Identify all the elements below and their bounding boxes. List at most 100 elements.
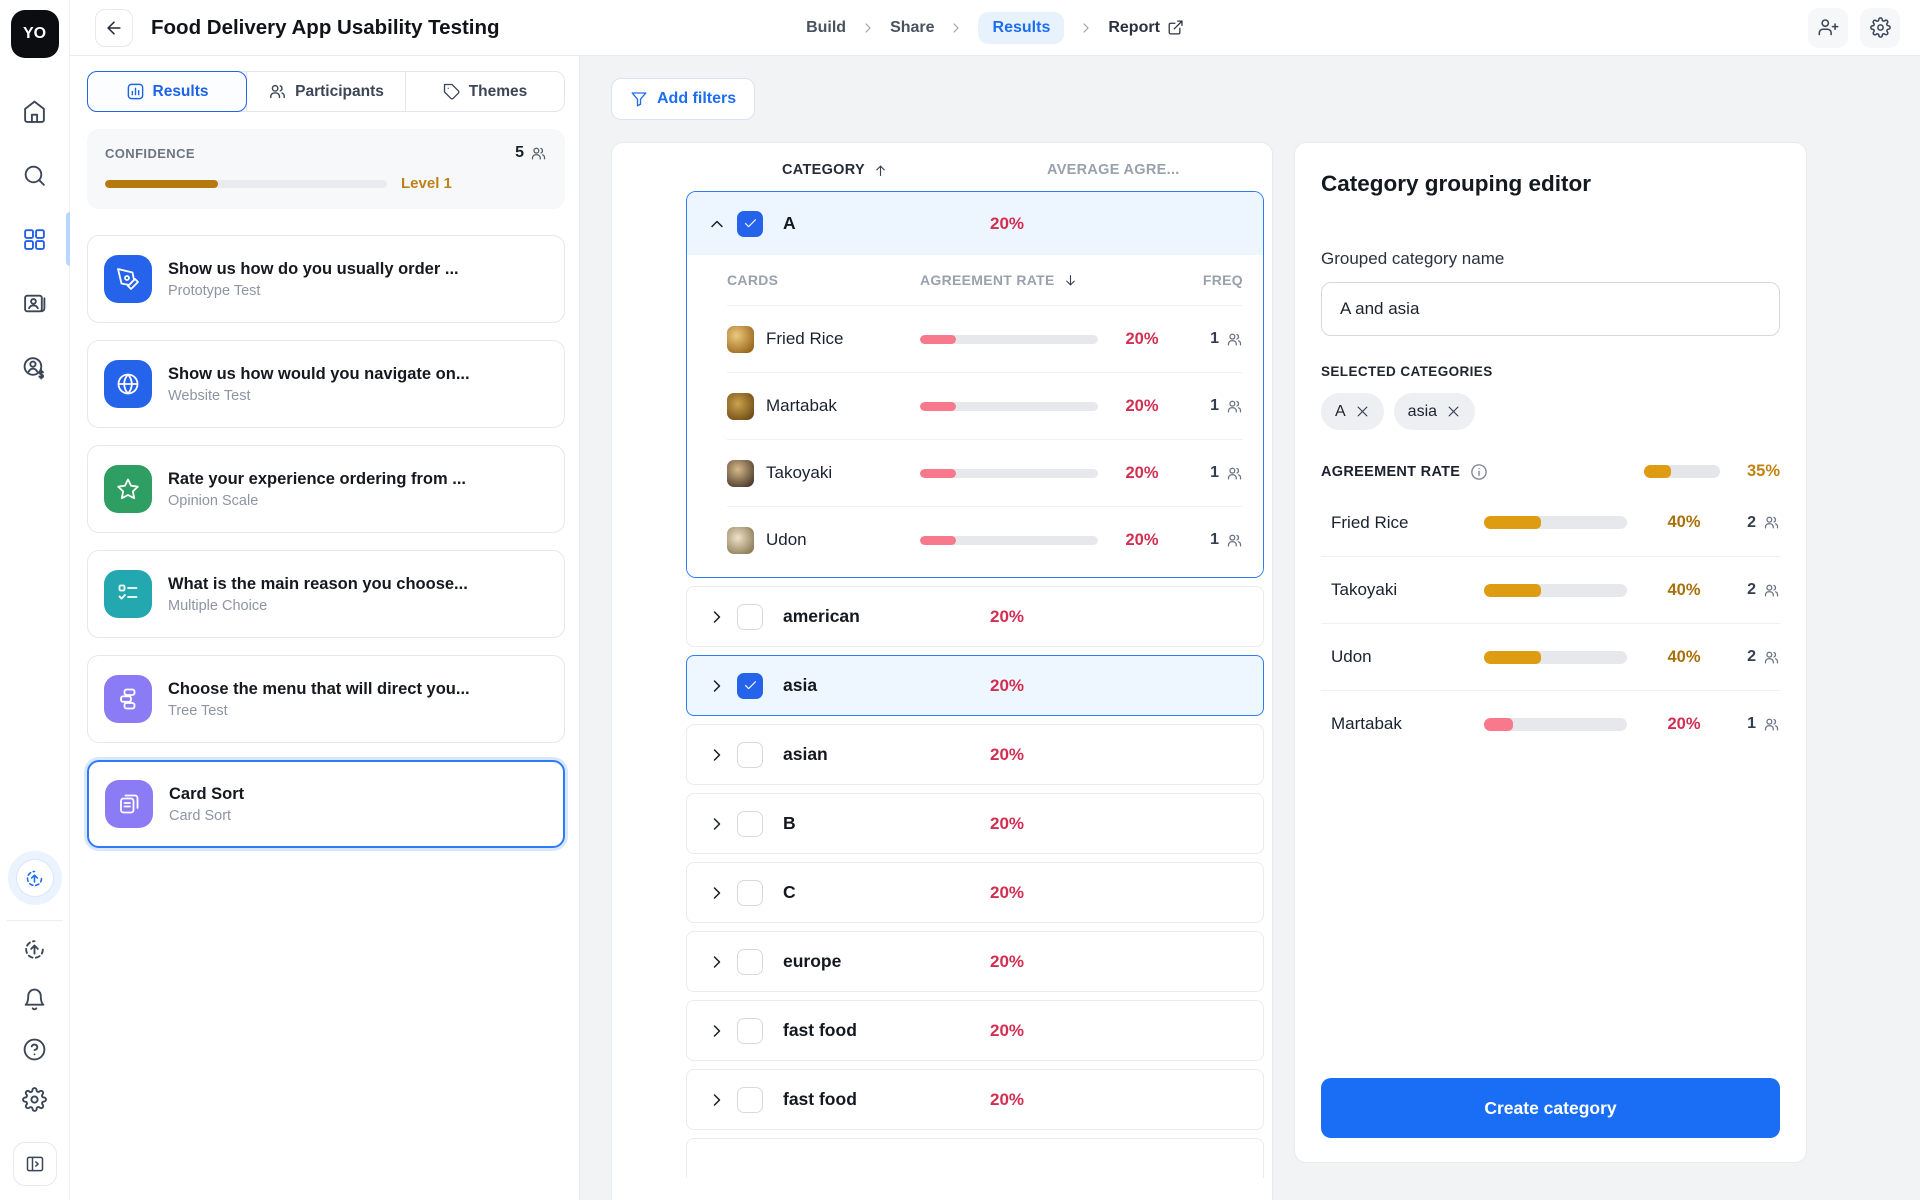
chip-label: asia <box>1407 402 1438 420</box>
checkbox-unchecked[interactable] <box>737 879 763 906</box>
card-name: Fried Rice <box>766 329 844 348</box>
breadcrumb-report[interactable]: Report <box>1108 19 1184 37</box>
category-name: asia <box>783 675 818 695</box>
chevron-right-icon[interactable] <box>707 814 737 834</box>
test-title: Rate your experience ordering from ... <box>168 469 466 488</box>
add-filters-button[interactable]: Add filters <box>611 78 756 120</box>
card-row[interactable]: Fried Rice 20% 1 <box>727 305 1243 372</box>
chevron-right-icon[interactable] <box>707 745 737 765</box>
test-card-card-sort[interactable]: Card Sort Card Sort <box>87 760 565 848</box>
category-name: B <box>783 813 796 833</box>
chip-a[interactable]: A <box>1321 393 1384 430</box>
back-button[interactable] <box>95 8 133 47</box>
left-panel: Results Participants Themes CONFIDENCE <box>70 56 580 1200</box>
test-card-opinion-scale[interactable]: Rate your experience ordering from ... O… <box>87 445 565 533</box>
card-row[interactable]: Udon 20% 1 <box>727 506 1243 573</box>
home-icon[interactable] <box>0 96 70 126</box>
card-rate: 20% <box>1125 329 1159 348</box>
topbar-actions <box>1808 7 1900 48</box>
chevron-right-icon[interactable] <box>707 952 737 972</box>
chevron-right-icon[interactable] <box>707 1021 737 1041</box>
tab-participants[interactable]: Participants <box>246 72 405 111</box>
create-category-button[interactable]: Create category <box>1321 1078 1780 1138</box>
people-icon <box>1227 534 1242 546</box>
card-name: Martabak <box>1331 714 1402 733</box>
card-row[interactable]: Martabak 20% 1 <box>727 372 1243 439</box>
category-avg-agreement: 20% <box>990 675 1025 695</box>
breadcrumb-results[interactable]: Results <box>978 11 1065 44</box>
chevron-right-icon[interactable] <box>707 676 737 696</box>
category-row-asian[interactable]: asian 20% <box>686 724 1264 785</box>
checkbox-unchecked[interactable] <box>737 603 763 630</box>
confidence-progress <box>105 179 387 188</box>
card-thumbnail <box>727 526 754 554</box>
workspace-avatar[interactable]: YO <box>10 10 59 58</box>
category-avg-agreement: 20% <box>990 813 1025 833</box>
test-card-tree-test[interactable]: Choose the menu that will direct you... … <box>87 655 565 743</box>
tab-results[interactable]: Results <box>87 71 247 112</box>
panel-earnings-icon[interactable] <box>0 352 70 382</box>
contact-card-icon[interactable] <box>0 288 70 318</box>
checkbox-unchecked[interactable] <box>737 810 763 837</box>
chevron-right-icon[interactable] <box>707 607 737 627</box>
tab-themes[interactable]: Themes <box>405 72 564 111</box>
rail-divider <box>6 920 63 921</box>
editor-title: Category grouping editor <box>1321 171 1591 196</box>
card-rate: 40% <box>1667 580 1701 599</box>
invite-user-button[interactable] <box>1808 7 1848 48</box>
test-title: Choose the menu that will direct you... <box>168 679 470 698</box>
category-row-american[interactable]: american 20% <box>686 586 1264 647</box>
chevron-up-icon[interactable] <box>707 214 737 234</box>
editor-card-row: Udon 40% 2 <box>1321 623 1780 690</box>
projects-grid-icon[interactable] <box>0 212 70 266</box>
checkbox-unchecked[interactable] <box>737 1086 763 1113</box>
category-row-europe[interactable]: europe 20% <box>686 931 1264 992</box>
shell: Food Delivery App Usability Testing Buil… <box>70 0 1920 1200</box>
column-category[interactable]: CATEGORY <box>782 162 989 178</box>
collapse-sidebar-button[interactable] <box>12 1142 57 1186</box>
chevron-right-icon[interactable] <box>707 883 737 903</box>
card-row[interactable]: Takoyaki 20% 1 <box>727 439 1243 506</box>
test-card-prototype[interactable]: Show us how do you usually order ... Pro… <box>87 235 565 323</box>
category-avg-agreement: 20% <box>990 951 1025 971</box>
checkbox-checked[interactable] <box>737 672 763 699</box>
publish-icon[interactable] <box>0 936 70 962</box>
category-row-b[interactable]: B 20% <box>686 793 1264 854</box>
notifications-bell-icon[interactable] <box>0 986 70 1012</box>
card-rate: 20% <box>1667 714 1701 733</box>
column-average-agreement[interactable]: AVERAGE AGRE... <box>1047 162 1180 178</box>
search-icon[interactable] <box>0 160 70 190</box>
upgrade-icon[interactable] <box>15 859 54 897</box>
category-row-asia[interactable]: asia 20% <box>686 655 1264 716</box>
test-card-website[interactable]: Show us how would you navigate on... Web… <box>87 340 565 428</box>
breadcrumb-build[interactable]: Build <box>806 18 847 36</box>
checkbox-unchecked[interactable] <box>737 948 763 975</box>
remove-chip-icon[interactable] <box>1355 404 1370 419</box>
settings-gear-icon[interactable] <box>0 1086 70 1112</box>
sort-desc-icon <box>1065 274 1075 285</box>
freq-header: FREQ <box>1202 272 1243 288</box>
chevron-right-icon <box>860 20 876 36</box>
test-type: Prototype Test <box>168 282 261 299</box>
help-icon[interactable] <box>0 1036 70 1062</box>
category-row-c[interactable]: C 20% <box>686 862 1264 923</box>
remove-chip-icon[interactable] <box>1446 404 1461 419</box>
category-row-a[interactable]: A 20% <box>687 192 1263 255</box>
info-icon[interactable] <box>1470 463 1488 481</box>
chevron-right-icon[interactable] <box>707 1090 737 1110</box>
tab-participants-label: Participants <box>295 82 384 100</box>
test-card-multiple-choice[interactable]: What is the main reason you choose... Mu… <box>87 550 565 638</box>
chip-asia[interactable]: asia <box>1393 393 1476 430</box>
card-freq: 1 <box>1174 330 1243 348</box>
checkbox-unchecked[interactable] <box>737 741 763 768</box>
checkbox-unchecked[interactable] <box>737 1017 763 1044</box>
checkbox-checked[interactable] <box>737 210 763 237</box>
test-type: Tree Test <box>168 702 228 719</box>
settings-gear-icon[interactable] <box>1860 7 1900 48</box>
grouped-category-name-input[interactable] <box>1321 282 1780 336</box>
breadcrumb-share[interactable]: Share <box>890 18 935 36</box>
check-icon <box>744 681 756 690</box>
category-row-fast-food[interactable]: fast food 20% <box>686 1000 1264 1061</box>
agreement-rate-header[interactable]: AGREEMENT RATE <box>920 272 1110 288</box>
category-row-fast-food-2[interactable]: fast food 20% <box>686 1069 1264 1130</box>
